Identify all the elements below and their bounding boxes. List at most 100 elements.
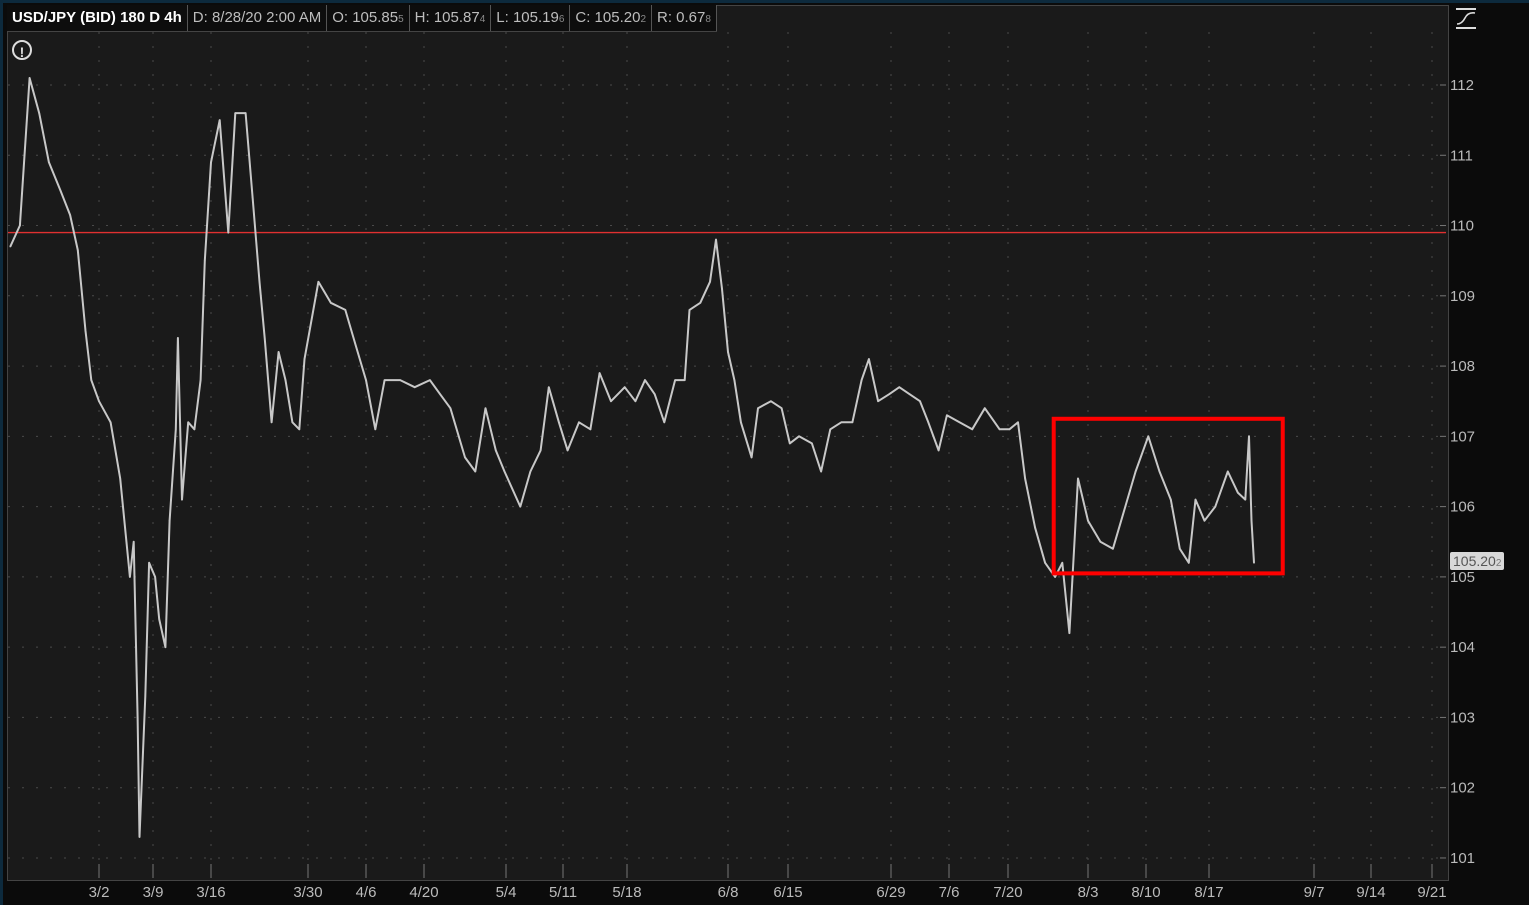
price-point: [780, 407, 783, 410]
y-tick-label: 105: [1450, 569, 1475, 586]
price-point: [119, 477, 122, 480]
price-point: [1226, 470, 1229, 473]
price-point: [946, 414, 948, 417]
price-point: [109, 421, 112, 424]
y-tick-label: 109: [1450, 288, 1475, 305]
x-tick-label: 9/14: [1356, 884, 1385, 901]
close-sub: 2: [640, 14, 646, 25]
price-point: [474, 470, 477, 473]
price-point: [251, 196, 254, 199]
price-point: [199, 379, 202, 381]
price-point: [1178, 547, 1181, 550]
price-point: [98, 400, 100, 403]
price-point: [868, 358, 870, 360]
price-point: [148, 562, 150, 564]
price-point: [709, 280, 711, 283]
price-point: [503, 470, 506, 473]
price-point: [136, 716, 139, 719]
price-point: [1244, 498, 1247, 501]
price-point: [634, 400, 637, 403]
x-tick-label: 3/2: [89, 884, 110, 901]
price-point: [449, 407, 452, 410]
price-point: [193, 428, 196, 431]
price-point: [1248, 435, 1250, 438]
price-point: [547, 386, 550, 388]
price-point: [908, 393, 911, 395]
price-point: [494, 449, 497, 452]
price-point: [69, 214, 71, 216]
y-tick-label: 107: [1450, 428, 1475, 445]
price-point: [984, 407, 986, 410]
open-value: O: 105.855: [327, 5, 410, 31]
x-tick-label: 8/10: [1131, 884, 1160, 901]
price-point: [898, 386, 901, 388]
price-point: [1112, 547, 1114, 550]
x-tick-label: 7/20: [993, 884, 1022, 901]
price-point: [971, 428, 973, 431]
price-point: [750, 456, 753, 459]
price-series-group: [9, 77, 1255, 838]
exclamation-circle-icon[interactable]: !: [12, 40, 32, 60]
last-price-main: 105.20: [1453, 553, 1496, 569]
price-point: [1054, 576, 1056, 578]
price-point: [727, 351, 729, 353]
price-point: [164, 646, 167, 648]
price-point: [598, 372, 601, 374]
chart-style-icon[interactable]: [1454, 6, 1478, 30]
price-line: [9, 77, 1255, 838]
price-point: [888, 393, 890, 395]
chart-plot-area[interactable]: [7, 5, 1449, 881]
price-point: [1158, 470, 1161, 473]
range-value: R: 0.678: [652, 5, 717, 31]
open-main: O: 105.85: [332, 9, 399, 26]
price-point: [19, 224, 21, 227]
x-tick-label: 3/30: [293, 884, 322, 901]
price-point: [244, 112, 247, 114]
y-tick-label: 112: [1450, 77, 1474, 94]
x-tick-label: 5/4: [496, 884, 517, 901]
price-point: [218, 119, 221, 121]
x-tick-label: 6/15: [773, 884, 802, 901]
price-point: [154, 576, 156, 578]
grid: [8, 32, 1446, 878]
symbol-title[interactable]: USD/JPY (BID) 180 D 4h: [7, 5, 188, 31]
low-value: L: 105.196: [491, 5, 571, 31]
open-sub: 5: [398, 14, 404, 25]
price-point: [1044, 562, 1046, 564]
price-point: [623, 386, 626, 388]
high-value: H: 105.874: [410, 5, 492, 31]
x-tick-label: 4/20: [409, 884, 438, 901]
price-point: [48, 161, 50, 164]
price-point: [566, 449, 569, 452]
x-tick-label: 3/9: [143, 884, 164, 901]
annotation-box: [1051, 416, 1285, 576]
price-point: [851, 421, 854, 424]
price-axis: 112 111 110 109 108 107 106 105 104 103 102 101: [1440, 77, 1475, 867]
annotation-group: [1051, 416, 1285, 576]
price-point: [733, 379, 736, 381]
price-point: [1061, 562, 1064, 564]
price-point: [757, 407, 759, 410]
low-sub: 6: [558, 14, 565, 25]
x-tick-label: 5/18: [612, 884, 641, 901]
last-price-sub: 2: [1495, 558, 1502, 569]
x-tick-label: 3/16: [196, 884, 225, 901]
price-point: [298, 428, 301, 431]
price-point: [38, 112, 41, 114]
price-point: [174, 428, 177, 431]
high-sub: 4: [479, 14, 486, 25]
price-point: [539, 449, 542, 452]
price-point: [937, 449, 940, 452]
price-point: [158, 618, 161, 620]
price-point: [284, 379, 287, 381]
price-point: [740, 421, 742, 424]
price-point: [439, 393, 441, 395]
price-point: [181, 498, 183, 501]
price-point: [383, 379, 386, 381]
price-point: [1017, 421, 1019, 424]
x-tick-label: 8/3: [1078, 884, 1099, 901]
price-point: [138, 836, 141, 838]
y-tick-label: 106: [1450, 499, 1475, 516]
price-point: [277, 351, 280, 353]
